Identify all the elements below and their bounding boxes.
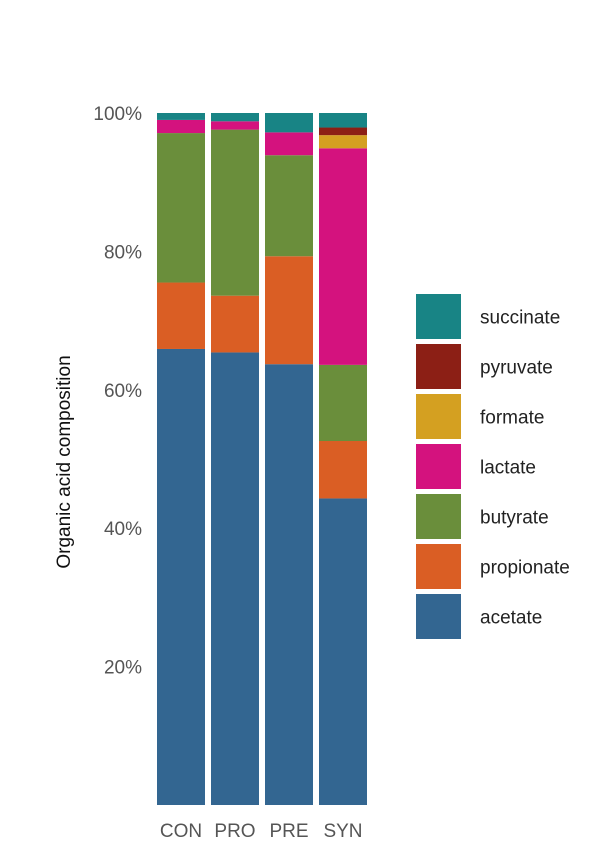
bar-pre-succinate <box>265 113 313 133</box>
y-tick-label-40: 40% <box>104 519 142 540</box>
bar-syn-propionate <box>319 441 367 499</box>
bar-con-lactate <box>157 119 205 134</box>
bar-syn-acetate <box>319 498 367 805</box>
plot-area <box>157 113 367 805</box>
legend-swatch-propionate <box>416 544 461 589</box>
bar-syn-succinate <box>319 113 367 128</box>
legend-swatch-acetate <box>416 594 461 639</box>
bar-pre-butyrate <box>265 155 313 257</box>
bar-pro-butyrate <box>211 129 259 296</box>
bar-syn-lactate <box>319 148 367 365</box>
x-tick-label-pre: PRE <box>269 821 308 842</box>
bar-pro-lactate <box>211 121 259 130</box>
y-tick-label-60: 60% <box>104 381 142 402</box>
bar-syn-butyrate <box>319 364 367 442</box>
legend-label-acetate: acetate <box>480 608 542 629</box>
legend-label-lactate: lactate <box>480 458 536 479</box>
legend-swatch-pyruvate <box>416 344 461 389</box>
bar-con-butyrate <box>157 133 205 283</box>
legend-swatch-lactate <box>416 444 461 489</box>
bar-con-succinate <box>157 113 205 120</box>
bar-con-acetate <box>157 348 205 805</box>
y-axis-title: Organic acid composition <box>54 355 75 568</box>
legend-swatch-butyrate <box>416 494 461 539</box>
bar-pro-acetate <box>211 352 259 805</box>
bar-con-propionate <box>157 282 205 349</box>
legend: succinate pyruvate formate lactate butyrate p… <box>416 294 570 639</box>
legend-label-formate: formate <box>480 408 544 429</box>
legend-label-succinate: succinate <box>480 308 560 329</box>
y-tick-label-20: 20% <box>104 658 142 679</box>
legend-swatch-succinate <box>416 294 461 339</box>
x-axis: CON PRO PRE SYN <box>160 821 363 842</box>
x-tick-label-con: CON <box>160 821 202 842</box>
bar-pre-lactate <box>265 132 313 156</box>
bar-syn-pyruvate <box>319 127 367 136</box>
legend-swatch-formate <box>416 394 461 439</box>
bar-pro-propionate <box>211 295 259 353</box>
legend-label-butyrate: butyrate <box>480 508 549 529</box>
bar-pre-acetate <box>265 364 313 805</box>
x-tick-label-pro: PRO <box>214 821 255 842</box>
bar-syn-formate <box>319 135 367 149</box>
y-tick-label-100: 100% <box>93 104 142 125</box>
bar-pre-propionate <box>265 256 313 365</box>
legend-label-propionate: propionate <box>480 558 570 579</box>
x-tick-label-syn: SYN <box>323 821 362 842</box>
y-tick-label-80: 80% <box>104 242 142 263</box>
legend-label-pyruvate: pyruvate <box>480 358 553 379</box>
bar-pro-succinate <box>211 113 259 122</box>
y-axis: 20% 40% 60% 80% 100% <box>93 104 142 679</box>
